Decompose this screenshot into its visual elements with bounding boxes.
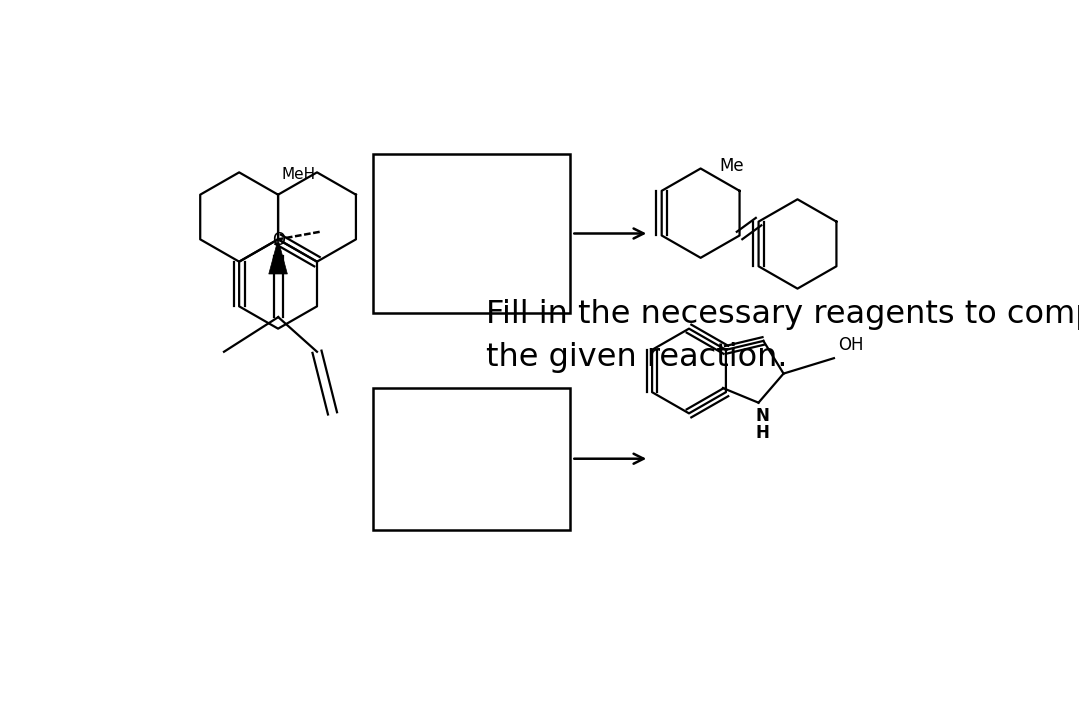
Text: N: N [755, 407, 769, 424]
Text: O: O [272, 232, 285, 249]
Text: Fill in the necessary reagents to complete
the given reaction.: Fill in the necessary reagents to comple… [486, 299, 1079, 373]
Text: Me: Me [720, 157, 745, 175]
Text: MeH: MeH [282, 167, 316, 182]
Text: H: H [755, 424, 769, 442]
Text: OH: OH [837, 337, 863, 354]
Bar [373, 388, 570, 530]
Polygon shape [269, 240, 287, 274]
Bar [373, 153, 570, 313]
